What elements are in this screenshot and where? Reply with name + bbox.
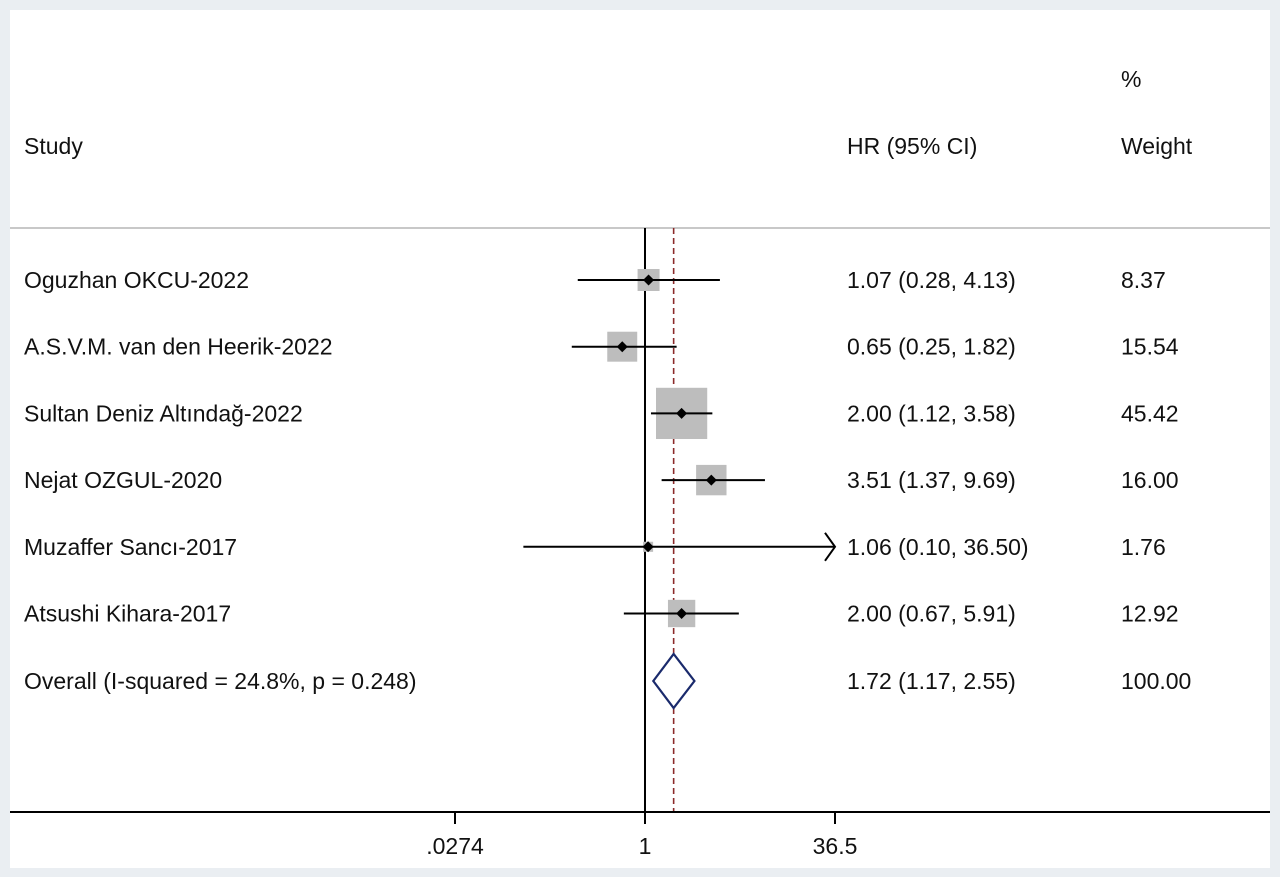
- point-estimate: [705, 474, 717, 486]
- header-effect: HR (95% CI): [847, 133, 977, 159]
- study-label: A.S.V.M. van den Heerik-2022: [24, 334, 333, 360]
- study-ci-label: 0.65 (0.25, 1.82): [847, 334, 1016, 360]
- header-weight-percent: %: [1121, 66, 1141, 92]
- ci-arrow: [824, 532, 837, 562]
- x-tick-label: .0274: [426, 833, 484, 859]
- overall-weight-label: 100.00: [1121, 668, 1191, 694]
- point-estimate: [616, 341, 628, 353]
- study-label: Oguzhan OKCU-2022: [24, 267, 249, 293]
- header-weight: Weight: [1121, 133, 1193, 159]
- study-weight-label: 1.76: [1121, 534, 1166, 560]
- study-rows: Oguzhan OKCU-2022 1.07 (0.28, 4.13) 8.37 A.…: [24, 267, 1191, 694]
- study-weight-label: 15.54: [1121, 334, 1179, 360]
- point-estimate: [676, 608, 688, 619]
- forest-plot: Study HR (95% CI) % Weight Oguzhan OKCU-…: [10, 10, 1270, 868]
- point-estimate: [642, 541, 654, 553]
- study-ci-label: 2.00 (0.67, 5.91): [847, 601, 1016, 627]
- forest-plot-svg: Study HR (95% CI) % Weight Oguzhan OKCU-…: [10, 66, 1270, 859]
- overall-ci-label: 1.72 (1.17, 2.55): [847, 668, 1016, 694]
- study-ci-label: 3.51 (1.37, 9.69): [847, 467, 1016, 493]
- x-tick-label: 36.5: [813, 833, 858, 859]
- overall-label: Overall (I-squared = 24.8%, p = 0.248): [24, 668, 417, 694]
- overall-diamond: [651, 652, 696, 710]
- plot-marks: [523, 228, 837, 812]
- study-weight-label: 16.00: [1121, 467, 1179, 493]
- point-estimate: [643, 274, 655, 286]
- study-ci-label: 1.07 (0.28, 4.13): [847, 267, 1016, 293]
- study-ci-label: 2.00 (1.12, 3.58): [847, 400, 1016, 426]
- study-label: Sultan Deniz Altındağ-2022: [24, 400, 303, 426]
- study-label: Muzaffer Sancı-2017: [24, 534, 237, 560]
- header-study: Study: [24, 133, 83, 159]
- point-estimate: [676, 407, 688, 419]
- study-weight-label: 12.92: [1121, 601, 1179, 627]
- x-tick-label: 1: [639, 833, 652, 859]
- study-label: Atsushi Kihara-2017: [24, 601, 231, 627]
- study-ci-label: 1.06 (0.10, 36.50): [847, 534, 1029, 560]
- study-label: Nejat OZGUL-2020: [24, 467, 222, 493]
- study-weight-label: 8.37: [1121, 267, 1166, 293]
- x-axis: .0274 1 36.5: [10, 811, 1270, 859]
- study-weight-label: 45.42: [1121, 400, 1179, 426]
